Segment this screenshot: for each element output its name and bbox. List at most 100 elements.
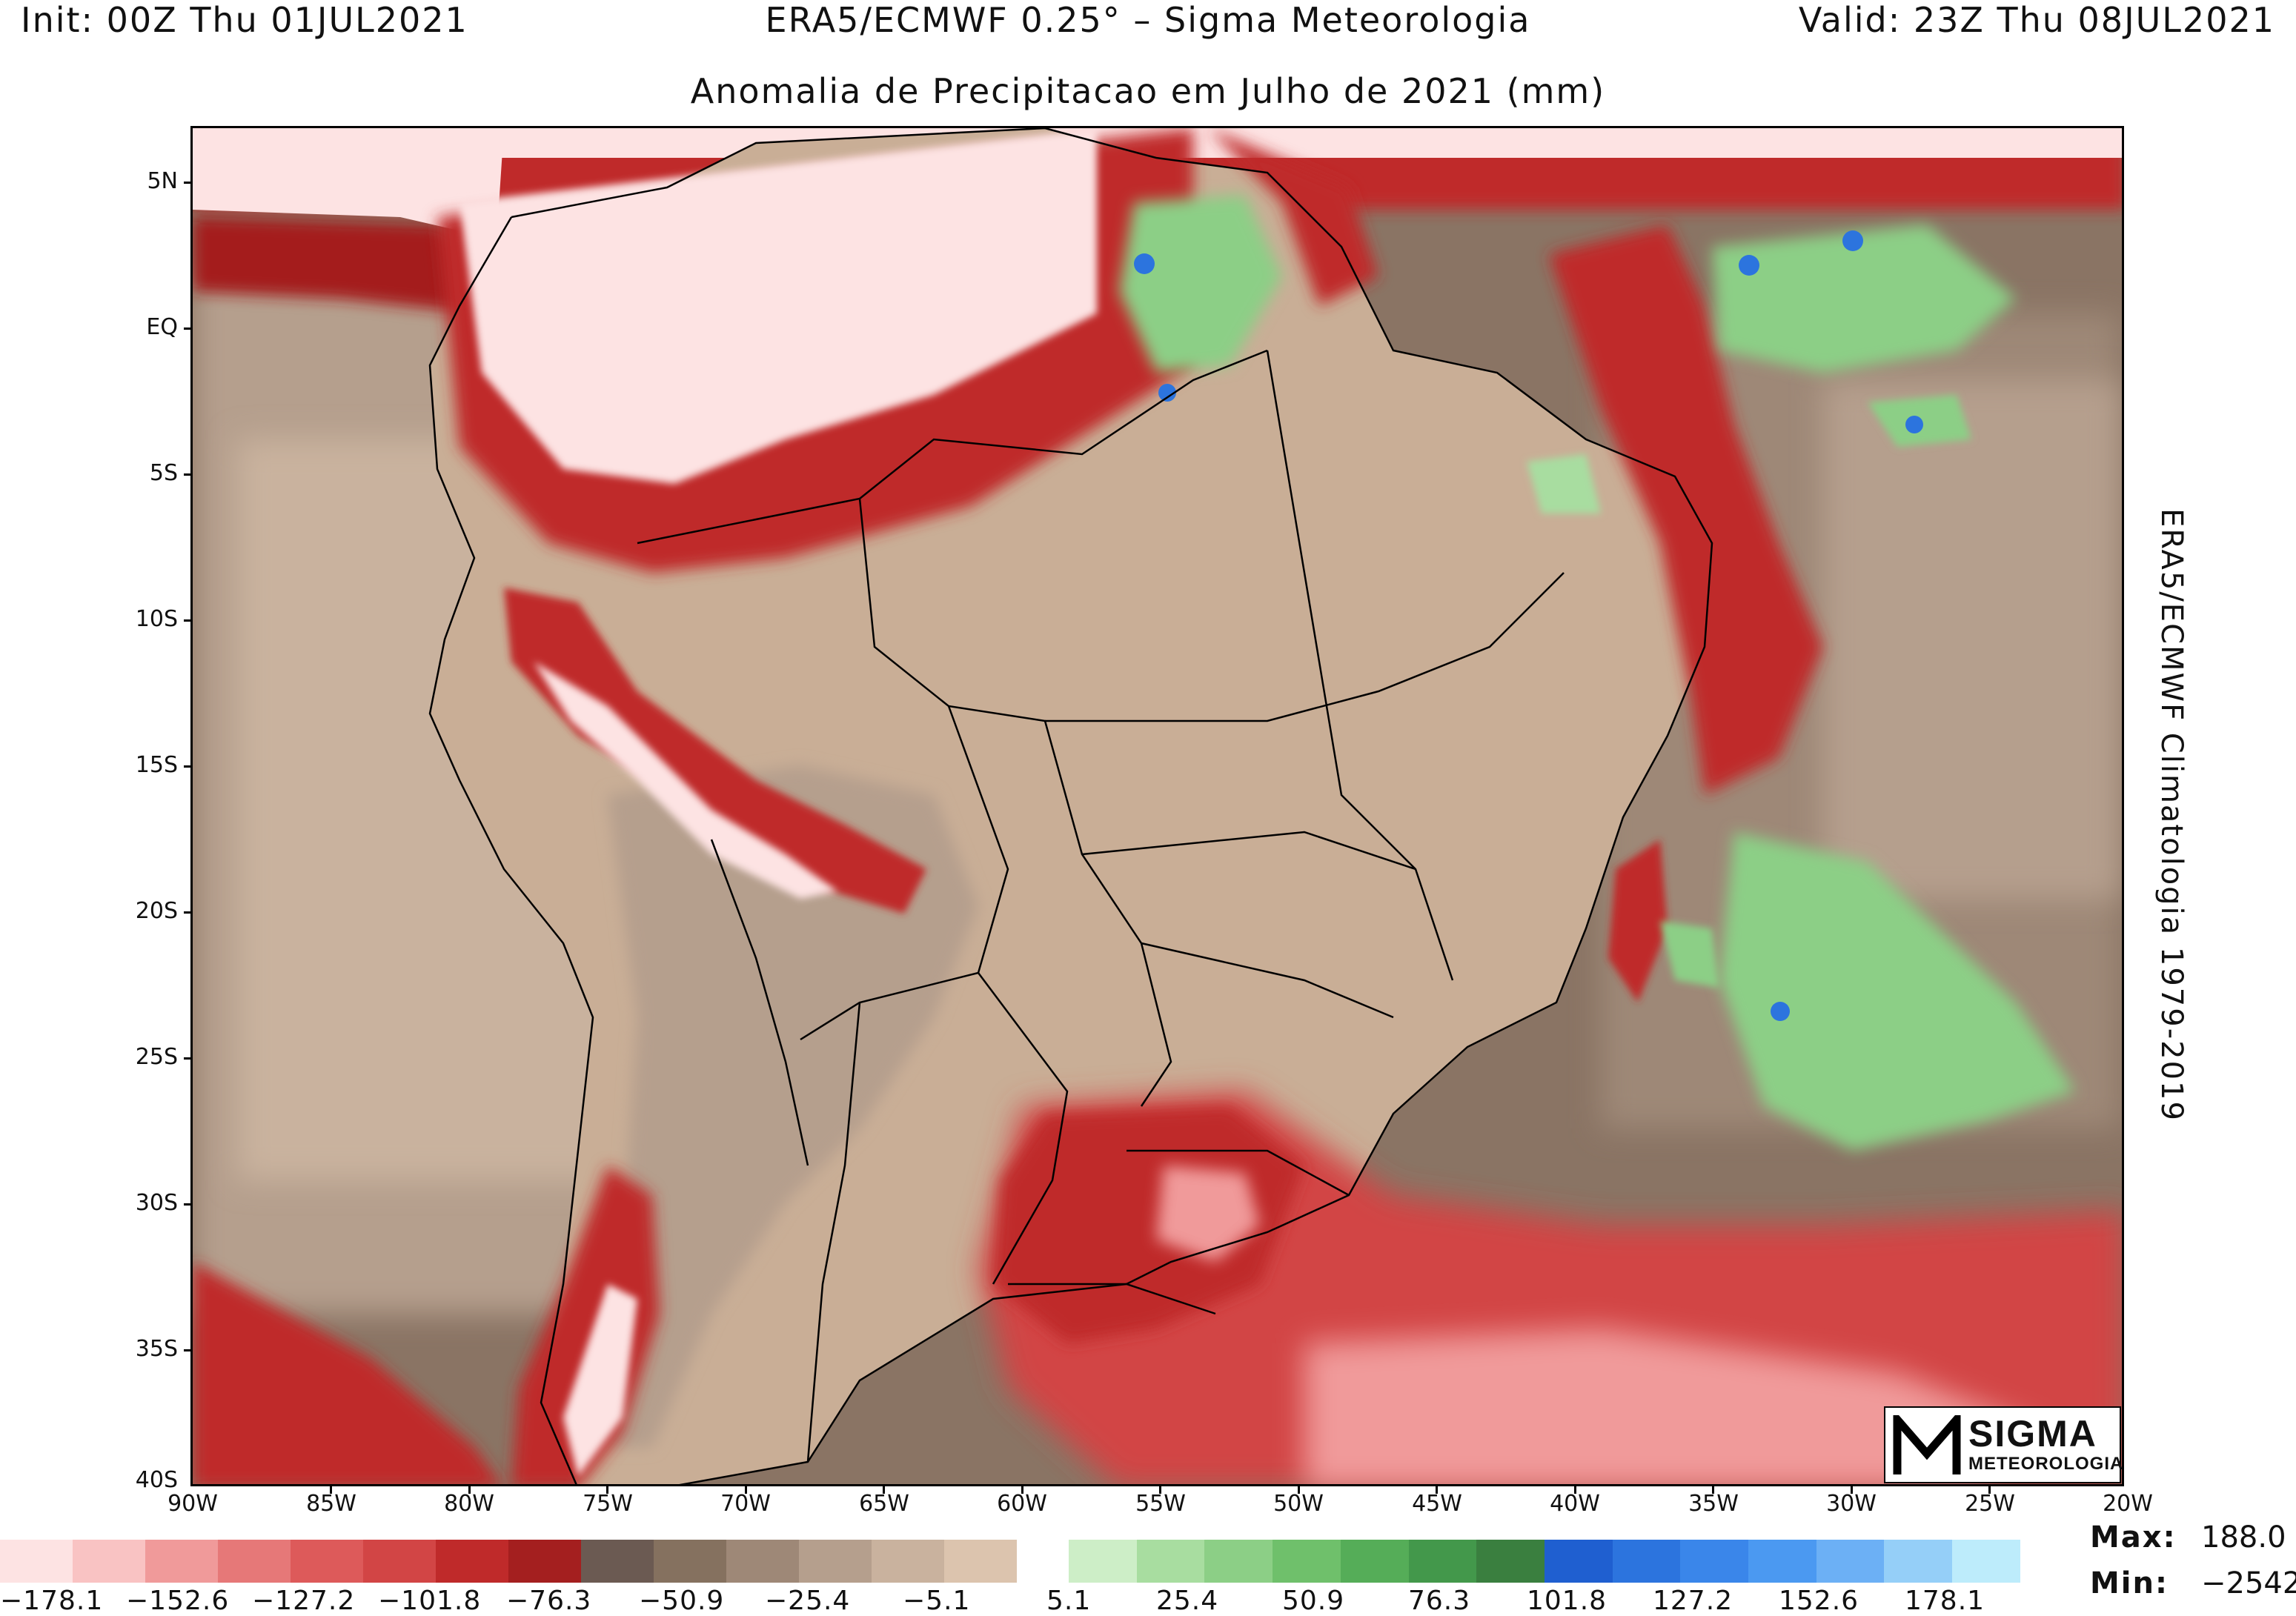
lat-label: 35S bbox=[135, 1336, 178, 1362]
guianas-blue-spot bbox=[1134, 253, 1155, 274]
lat-tick bbox=[184, 1203, 193, 1206]
lon-tick bbox=[1159, 1485, 1161, 1494]
chile-pink bbox=[563, 1284, 637, 1477]
colorbar-label: −127.2 bbox=[252, 1586, 356, 1616]
lat-label: 10S bbox=[135, 606, 178, 632]
lon-label: 45W bbox=[1412, 1491, 1462, 1517]
lon-label: 40W bbox=[1550, 1491, 1600, 1517]
lon-label: 65W bbox=[859, 1491, 909, 1517]
colorbar-label: 5.1 bbox=[1046, 1586, 1092, 1616]
colorbar-swatch bbox=[1884, 1540, 1953, 1583]
south-atlantic-pink bbox=[1304, 1329, 2046, 1484]
colorbar-swatch bbox=[1544, 1540, 1613, 1583]
lat-tick bbox=[184, 182, 193, 184]
colorbar-swatch bbox=[218, 1540, 291, 1583]
andes-pink-streak bbox=[534, 662, 837, 899]
guianas-red-coast bbox=[1208, 128, 1378, 306]
min-label: Min: bbox=[2090, 1566, 2169, 1600]
atlantic-positive-north bbox=[1712, 225, 2016, 373]
colorbar-label: 178.1 bbox=[1905, 1586, 1985, 1616]
lat-tick bbox=[184, 1057, 193, 1060]
lat-label: 20S bbox=[135, 898, 178, 924]
lon-label: 60W bbox=[997, 1491, 1047, 1517]
colorbar-swatch bbox=[1748, 1540, 1816, 1583]
colorbar-swatch bbox=[73, 1540, 145, 1583]
colorbar-swatch bbox=[291, 1540, 363, 1583]
lon-label: 30W bbox=[1826, 1491, 1877, 1517]
climatology-label: ERA5/ECMWF Climatologia 1979-2019 bbox=[2154, 508, 2189, 1122]
sigma-m-icon bbox=[1893, 1415, 1961, 1474]
anomaly-field bbox=[193, 128, 2122, 1484]
atlantic-blue-spot-1 bbox=[1739, 255, 1759, 276]
lon-label: 75W bbox=[583, 1491, 633, 1517]
colorbar-swatch bbox=[654, 1540, 726, 1583]
colorbar-label: −25.4 bbox=[765, 1586, 851, 1616]
lat-tick bbox=[184, 327, 193, 330]
model-source-label: ERA5/ECMWF 0.25° – Sigma Meteorologia bbox=[765, 0, 1531, 40]
guianas-blue-spot-2 bbox=[1158, 384, 1176, 402]
colorbar-label: −101.8 bbox=[378, 1586, 482, 1616]
colorbar-label: 50.9 bbox=[1282, 1586, 1345, 1616]
lat-tick bbox=[184, 911, 193, 914]
east-coast-red-strip bbox=[1608, 839, 1668, 1002]
colorbar-swatch bbox=[1273, 1540, 1341, 1583]
lat-tick bbox=[184, 473, 193, 476]
lat-tick bbox=[184, 1349, 193, 1351]
colorbar-swatch bbox=[1408, 1540, 1477, 1583]
min-value: −2542.9 bbox=[2201, 1566, 2296, 1600]
init-time-label: Init: 00Z Thu 01JUL2021 bbox=[21, 0, 468, 40]
colorbar-swatch bbox=[363, 1540, 436, 1583]
atlantic-red-bulge bbox=[1549, 225, 1823, 795]
lon-label: 85W bbox=[306, 1491, 356, 1517]
positive-colorbar bbox=[1069, 1540, 2020, 1583]
lon-label: 35W bbox=[1688, 1491, 1739, 1517]
lon-tick bbox=[1988, 1485, 1991, 1494]
lon-label: 90W bbox=[167, 1491, 218, 1517]
colorbar-swatch bbox=[1816, 1540, 1885, 1583]
lat-label: 25S bbox=[135, 1044, 178, 1070]
sigma-logo: SIGMA METEOROLOGIA bbox=[1884, 1406, 2123, 1483]
lon-tick bbox=[1851, 1485, 1853, 1494]
lon-label: 80W bbox=[444, 1491, 494, 1517]
lon-tick bbox=[883, 1485, 885, 1494]
colorbar-label: 25.4 bbox=[1156, 1586, 1219, 1616]
colorbar-swatch bbox=[436, 1540, 508, 1583]
lat-label: 15S bbox=[135, 752, 178, 778]
coastal-positive-1 bbox=[1660, 921, 1719, 988]
country-borders bbox=[428, 128, 1713, 1484]
lon-tick bbox=[606, 1485, 608, 1494]
colorbar-swatch bbox=[145, 1540, 218, 1583]
map-title: Anomalia de Precipitacao em Julho de 202… bbox=[690, 71, 1606, 111]
colorbar-swatch bbox=[508, 1540, 581, 1583]
atlantic-blue-spot-3 bbox=[1905, 416, 1923, 433]
lon-tick bbox=[1021, 1485, 1023, 1494]
south-brazil-pink bbox=[1156, 1166, 1260, 1262]
lat-tick bbox=[184, 765, 193, 768]
colorbar-label: −152.6 bbox=[126, 1586, 230, 1616]
atlantic-light-band bbox=[1823, 380, 2120, 899]
lon-tick bbox=[1298, 1485, 1300, 1494]
lon-label: 20W bbox=[2103, 1491, 2153, 1517]
colorbar-swatch bbox=[581, 1540, 654, 1583]
colorbar-swatch bbox=[1340, 1540, 1409, 1583]
lon-label: 50W bbox=[1273, 1491, 1324, 1517]
precipitation-anomaly-map bbox=[190, 126, 2124, 1486]
negative-colorbar bbox=[0, 1540, 1017, 1583]
lat-label: EQ bbox=[146, 314, 178, 340]
lon-label: 55W bbox=[1135, 1491, 1186, 1517]
lon-label: 70W bbox=[720, 1491, 771, 1517]
andes-red-streak bbox=[504, 588, 926, 914]
colorbar-swatch bbox=[726, 1540, 799, 1583]
colorbar-label: −76.3 bbox=[506, 1586, 592, 1616]
colorbar-swatch bbox=[1204, 1540, 1273, 1583]
lon-tick bbox=[1436, 1485, 1438, 1494]
colorbar-label: 152.6 bbox=[1779, 1586, 1859, 1616]
min-stat: Min: −2542.9 bbox=[2090, 1566, 2296, 1600]
colorbar-swatch bbox=[1952, 1540, 2020, 1583]
logo-word: SIGMA bbox=[1968, 1413, 2097, 1454]
colorbar-swatch bbox=[1136, 1540, 1205, 1583]
colorbar-swatch bbox=[1612, 1540, 1681, 1583]
colorbar-label: 101.8 bbox=[1527, 1586, 1607, 1616]
lat-tick bbox=[184, 619, 193, 622]
max-label: Max: bbox=[2090, 1520, 2177, 1555]
